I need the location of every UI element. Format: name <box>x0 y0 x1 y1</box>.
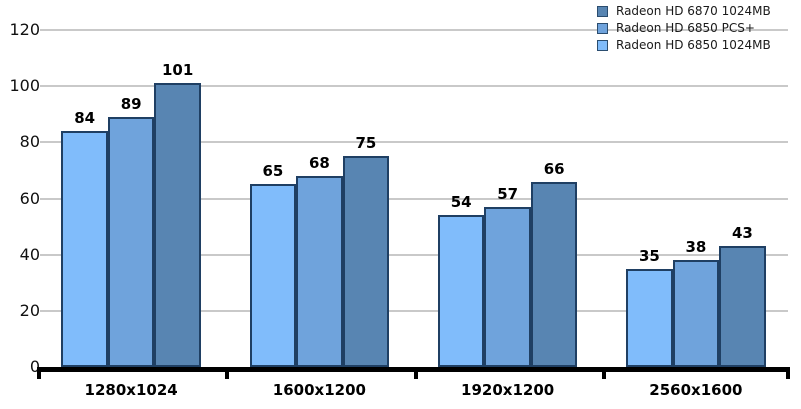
value-label: 89 <box>120 95 142 114</box>
x-axis-tick <box>225 367 230 379</box>
value-label: 57 <box>497 184 519 203</box>
y-tick-label-120: 120 <box>9 20 40 39</box>
y-tick-label-100: 100 <box>9 76 40 96</box>
legend-swatch-icon <box>597 40 608 51</box>
bar-1920x1200-radeon-hd-6850-1024mb <box>437 215 485 367</box>
bar-1600x1200-radeon-hd-6850-pcs+ <box>296 176 343 367</box>
legend-item: Radeon HD 6850 PCS+ <box>597 20 771 37</box>
bar-1920x1200-radeon-hd-6870-1024mb <box>530 181 578 367</box>
x-axis-tick <box>37 367 41 379</box>
y-tick-label-80: 80 <box>19 132 40 152</box>
legend-item: Radeon HD 6870 1024MB <box>597 3 771 20</box>
value-label: 68 <box>308 154 330 173</box>
legend-swatch-icon <box>597 23 608 34</box>
bar-2560x1600-radeon-hd-6870-1024mb <box>719 246 766 367</box>
legend-item: Radeon HD 6850 1024MB <box>597 37 771 54</box>
legend-label: Radeon HD 6850 PCS+ <box>616 21 755 35</box>
legend-label: Radeon HD 6850 1024MB <box>616 38 771 52</box>
legend-label: Radeon HD 6870 1024MB <box>616 4 771 18</box>
x-axis-tick <box>601 367 606 379</box>
x-axis-tick <box>786 367 790 379</box>
value-label: 65 <box>262 162 284 181</box>
bar-2560x1600-radeon-hd-6850-pcs+ <box>672 260 720 367</box>
bar-1600x1200-radeon-hd-6850-1024mb <box>249 184 297 367</box>
gridline-40 <box>40 253 788 256</box>
y-tick-label-60: 60 <box>19 188 40 208</box>
value-label: 101 <box>161 61 194 80</box>
bar-1920x1200-radeon-hd-6850-pcs+ <box>484 206 531 367</box>
value-label: 84 <box>74 109 96 128</box>
gridline-20 <box>40 309 788 312</box>
value-label: 66 <box>543 159 565 178</box>
bar-1600x1200-radeon-hd-6870-1024mb <box>342 156 390 367</box>
legend-swatch-icon <box>597 6 608 17</box>
value-label: 38 <box>685 238 707 257</box>
bar-2560x1600-radeon-hd-6850-1024mb <box>626 268 673 367</box>
bar-1280x1024-radeon-hd-6870-1024mb <box>154 83 201 367</box>
y-tick-label-0: 0 <box>29 357 40 376</box>
x-category-label-1920x1200: 1920x1200 <box>461 381 555 399</box>
gridline-60 <box>40 197 788 200</box>
gridline-120 <box>40 29 788 31</box>
x-category-label-1280x1024: 1280x1024 <box>84 381 178 399</box>
gridline-100 <box>40 85 788 88</box>
gridline-80 <box>40 141 788 144</box>
x-axis-tick <box>413 367 418 379</box>
x-category-label-2560x1600: 2560x1600 <box>649 381 743 399</box>
bar-1280x1024-radeon-hd-6850-pcs+ <box>107 117 155 367</box>
bar-1280x1024-radeon-hd-6850-1024mb <box>61 131 108 367</box>
x-category-label-1600x1200: 1600x1200 <box>272 381 366 399</box>
value-label: 54 <box>450 193 472 212</box>
legend: Radeon HD 6870 1024MB Radeon HD 6850 PCS+… <box>597 3 771 54</box>
y-tick-label-20: 20 <box>19 300 40 320</box>
value-label: 35 <box>638 246 660 265</box>
value-label: 75 <box>355 134 377 153</box>
y-tick-label-40: 40 <box>19 244 40 264</box>
value-label: 43 <box>731 224 753 243</box>
